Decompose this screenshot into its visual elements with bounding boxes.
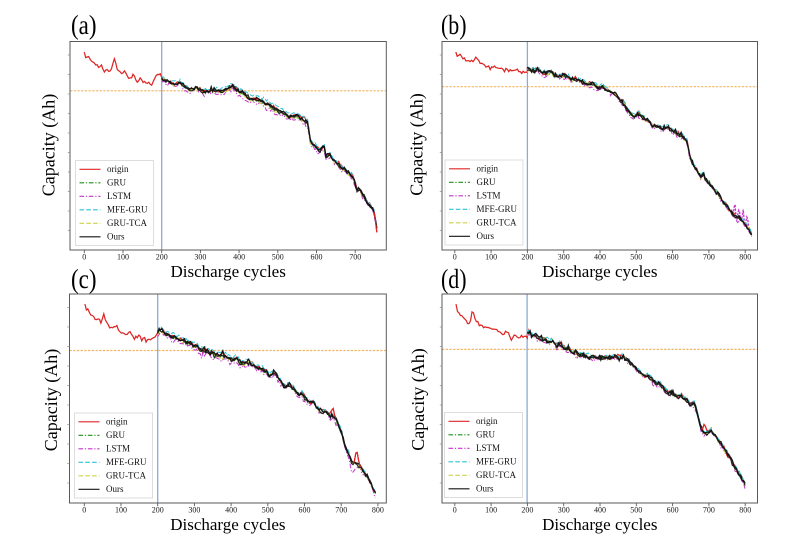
svg-text:Ours: Ours bbox=[476, 484, 494, 494]
svg-text:GRU: GRU bbox=[106, 430, 126, 440]
svg-text:100: 100 bbox=[115, 506, 127, 515]
svg-text:Discharge cycles: Discharge cycles bbox=[171, 262, 286, 281]
svg-text:100: 100 bbox=[117, 253, 129, 262]
svg-text:origin: origin bbox=[107, 164, 129, 174]
svg-text:GRU: GRU bbox=[476, 430, 496, 440]
svg-text:(c): (c) bbox=[71, 264, 97, 294]
svg-text:500: 500 bbox=[630, 253, 642, 262]
svg-text:Ours: Ours bbox=[107, 232, 125, 242]
svg-text:Discharge cycles: Discharge cycles bbox=[170, 515, 285, 534]
svg-text:origin: origin bbox=[106, 417, 128, 427]
svg-text:700: 700 bbox=[703, 506, 715, 515]
svg-text:LSTM: LSTM bbox=[477, 191, 501, 201]
svg-text:MFE-GRU: MFE-GRU bbox=[476, 457, 517, 467]
svg-text:600: 600 bbox=[299, 506, 311, 515]
svg-text:300: 300 bbox=[558, 506, 570, 515]
svg-text:Discharge cycles: Discharge cycles bbox=[542, 515, 657, 534]
svg-text:GRU: GRU bbox=[477, 177, 497, 187]
svg-text:500: 500 bbox=[630, 506, 642, 515]
svg-text:0: 0 bbox=[453, 506, 457, 515]
svg-text:700: 700 bbox=[703, 253, 715, 262]
svg-text:0: 0 bbox=[82, 253, 86, 262]
svg-text:400: 400 bbox=[233, 253, 245, 262]
svg-text:500: 500 bbox=[262, 506, 274, 515]
svg-text:200: 200 bbox=[521, 253, 533, 262]
svg-text:800: 800 bbox=[739, 253, 751, 262]
svg-text:800: 800 bbox=[372, 506, 384, 515]
svg-text:500: 500 bbox=[272, 253, 284, 262]
svg-text:GRU-TCA: GRU-TCA bbox=[107, 218, 147, 228]
svg-text:200: 200 bbox=[152, 506, 164, 515]
svg-text:GRU-TCA: GRU-TCA bbox=[477, 218, 517, 228]
svg-text:800: 800 bbox=[739, 506, 751, 515]
svg-text:MFE-GRU: MFE-GRU bbox=[477, 204, 518, 214]
svg-text:GRU-TCA: GRU-TCA bbox=[476, 470, 516, 480]
svg-text:origin: origin bbox=[477, 164, 499, 174]
svg-text:700: 700 bbox=[335, 506, 347, 515]
svg-text:(a): (a) bbox=[71, 10, 97, 40]
svg-text:(d): (d) bbox=[441, 264, 467, 294]
svg-text:Capacity (Ah): Capacity (Ah) bbox=[41, 349, 62, 451]
svg-text:LSTM: LSTM bbox=[476, 443, 500, 453]
svg-text:(b): (b) bbox=[441, 10, 467, 40]
svg-text:LSTM: LSTM bbox=[107, 191, 131, 201]
svg-text:Discharge cycles: Discharge cycles bbox=[542, 262, 657, 281]
svg-text:Ours: Ours bbox=[106, 484, 124, 494]
svg-text:origin: origin bbox=[476, 416, 498, 426]
svg-text:300: 300 bbox=[558, 253, 570, 262]
svg-text:100: 100 bbox=[485, 253, 497, 262]
svg-text:Capacity (Ah): Capacity (Ah) bbox=[408, 348, 429, 450]
svg-text:Ours: Ours bbox=[477, 231, 495, 241]
svg-text:0: 0 bbox=[82, 506, 86, 515]
svg-text:0: 0 bbox=[453, 253, 457, 262]
svg-text:600: 600 bbox=[311, 253, 323, 262]
svg-text:300: 300 bbox=[194, 253, 206, 262]
svg-text:Capacity (Ah): Capacity (Ah) bbox=[407, 93, 428, 195]
svg-text:MFE-GRU: MFE-GRU bbox=[106, 457, 147, 467]
svg-text:700: 700 bbox=[349, 253, 361, 262]
svg-text:LSTM: LSTM bbox=[106, 444, 130, 454]
svg-text:200: 200 bbox=[521, 506, 533, 515]
svg-text:400: 400 bbox=[594, 506, 606, 515]
svg-text:200: 200 bbox=[156, 253, 168, 262]
svg-text:MFE-GRU: MFE-GRU bbox=[107, 205, 148, 215]
svg-text:GRU: GRU bbox=[107, 178, 127, 188]
svg-text:600: 600 bbox=[667, 506, 679, 515]
svg-text:100: 100 bbox=[485, 506, 497, 515]
svg-text:400: 400 bbox=[225, 506, 237, 515]
svg-text:600: 600 bbox=[667, 253, 679, 262]
svg-text:300: 300 bbox=[188, 506, 200, 515]
svg-text:Capacity (Ah): Capacity (Ah) bbox=[39, 94, 60, 196]
svg-text:400: 400 bbox=[594, 253, 606, 262]
svg-text:GRU-TCA: GRU-TCA bbox=[106, 471, 146, 481]
